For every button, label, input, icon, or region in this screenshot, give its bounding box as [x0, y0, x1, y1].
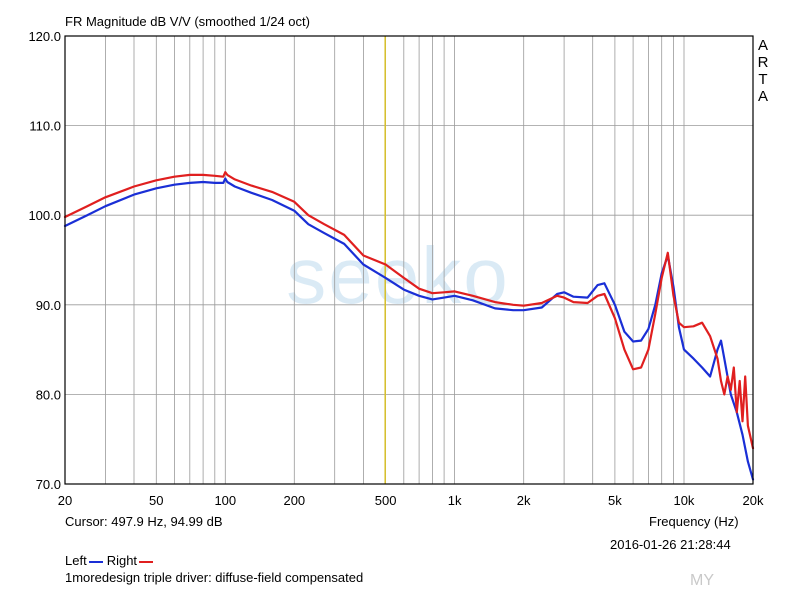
y-tick-label: 90.0 — [36, 298, 61, 313]
x-tick-labels: 20 50 100 200 500 1k 2k 5k 10k 20k — [58, 493, 764, 508]
plot-border — [64, 35, 754, 485]
series-line-right — [63, 171, 755, 450]
chart-title: FR Magnitude dB V/V (smoothed 1/24 oct) — [65, 14, 310, 29]
arta-letter: T — [758, 71, 767, 88]
x-tick-label: 20k — [743, 493, 764, 508]
legend-swatch-right — [139, 560, 154, 563]
x-tick-label: 2k — [517, 493, 531, 508]
cursor-readout: Cursor: 497.9 Hz, 94.99 dB — [65, 514, 223, 529]
y-tick-label: 120.0 — [28, 29, 61, 44]
corner-watermark: MY — [690, 572, 714, 589]
legend-label-right: Right — [106, 553, 138, 568]
x-axis-label: Frequency (Hz) — [649, 514, 739, 529]
x-tick-label: 20 — [58, 493, 72, 508]
x-tick-label: 200 — [283, 493, 305, 508]
x-tick-label: 5k — [608, 493, 622, 508]
x-tick-label: 10k — [673, 493, 694, 508]
y-tick-label: 80.0 — [36, 387, 61, 402]
plot-frame — [64, 35, 754, 485]
series-line-left — [63, 177, 755, 481]
x-tick-label: 50 — [149, 493, 163, 508]
timestamp: 2016-01-26 21:28:44 — [610, 537, 731, 552]
y-tick-label: 70.0 — [36, 477, 61, 492]
seeko-watermark: seeko — [286, 231, 509, 320]
legend: Left Right — [65, 553, 157, 568]
x-tick-label: 1k — [448, 493, 462, 508]
legend-label-left: Left — [65, 553, 87, 568]
arta-letter: A — [758, 88, 768, 105]
series-group — [63, 171, 755, 481]
y-tick-label: 110.0 — [29, 119, 61, 134]
y-tick-labels: 70.0 80.0 90.0 100.0 110.0 120.0 — [28, 29, 61, 492]
legend-swatch-left — [88, 560, 103, 563]
x-tick-label: 100 — [214, 493, 236, 508]
arta-letter: A — [758, 37, 768, 54]
caption: 1moredesign triple driver: diffuse-field… — [65, 570, 364, 585]
x-tick-label: 500 — [375, 493, 397, 508]
arta-letter: R — [758, 54, 769, 71]
y-tick-label: 100.0 — [28, 208, 61, 223]
